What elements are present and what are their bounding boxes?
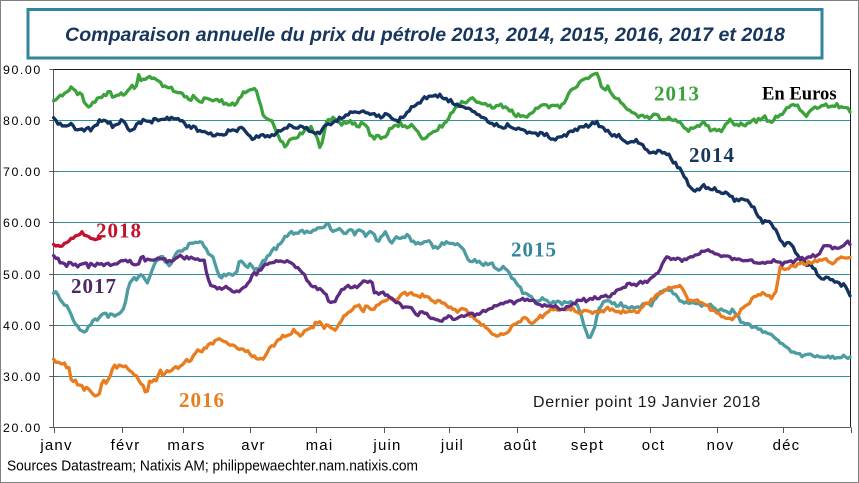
svg-text:80.00: 80.00 — [3, 114, 40, 128]
svg-text:2015: 2015 — [511, 238, 557, 262]
svg-text:30.00: 30.00 — [3, 370, 40, 384]
svg-text:oct: oct — [642, 437, 666, 454]
svg-text:mai: mai — [306, 437, 334, 454]
svg-text:20.00: 20.00 — [3, 421, 40, 435]
svg-text:70.00: 70.00 — [3, 165, 40, 179]
svg-text:50.00: 50.00 — [3, 268, 40, 282]
svg-text:40.00: 40.00 — [3, 319, 40, 333]
svg-text:Sources Datastream; Natixis AM: Sources Datastream; Natixis AM; philippe… — [7, 459, 418, 475]
svg-text:déc: déc — [773, 437, 801, 454]
svg-text:En Euros: En Euros — [762, 84, 837, 105]
svg-text:mars: mars — [167, 437, 205, 454]
svg-text:Dernier point 19 Janvier 2018: Dernier point 19 Janvier 2018 — [533, 394, 761, 411]
svg-text:juin: juin — [372, 437, 401, 454]
svg-text:avr: avr — [241, 437, 265, 454]
svg-text:2017: 2017 — [71, 274, 117, 298]
svg-text:sept: sept — [571, 437, 604, 454]
svg-text:60.00: 60.00 — [3, 216, 40, 230]
svg-text:févr: févr — [111, 437, 141, 454]
svg-text:août: août — [504, 437, 538, 454]
svg-text:janv: janv — [39, 437, 72, 454]
svg-text:90.00: 90.00 — [3, 63, 40, 77]
svg-text:2014: 2014 — [689, 143, 735, 167]
svg-text:juil: juil — [440, 437, 464, 454]
svg-text:2013: 2013 — [654, 82, 700, 106]
svg-text:nov: nov — [707, 437, 735, 454]
svg-text:2018: 2018 — [96, 219, 142, 243]
svg-text:Comparaison annuelle du prix d: Comparaison annuelle du prix du pétrole … — [65, 24, 785, 46]
svg-text:2016: 2016 — [179, 388, 225, 412]
